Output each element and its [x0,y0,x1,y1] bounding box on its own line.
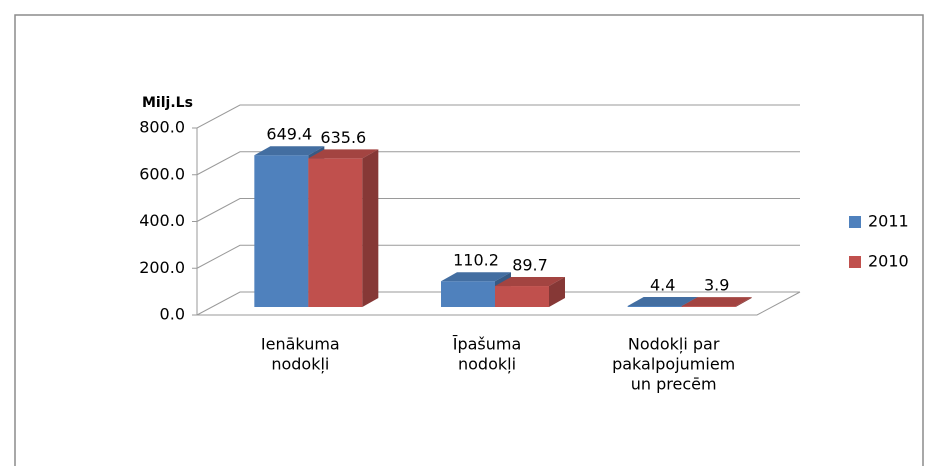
frame [14,14,924,466]
bar [681,297,752,307]
bar-front [254,155,309,307]
y-tick-label: 400.0 [139,211,185,230]
bar-top [254,146,325,156]
bar-front [627,305,682,307]
bar-front [308,158,363,307]
data-label: 3.9 [704,276,729,295]
grid-line [196,198,800,222]
bar-front [495,286,549,307]
y-axis-label: Milj.Ls [142,95,193,111]
data-label: 649.4 [266,125,312,144]
data-label: 635.6 [320,128,366,147]
bar-side [362,149,379,307]
legend-swatch [849,256,861,268]
bar-front [681,306,736,307]
bar-top [681,297,752,307]
bar-side [549,277,565,307]
bar [495,277,565,307]
x-tick-label: Īpašuma [453,335,522,354]
bar-top [308,149,379,159]
grid-line [196,244,800,269]
data-label: 89.7 [512,256,548,275]
bar-top [627,296,698,306]
bar-side [735,297,752,307]
legend-label: 2011 [868,212,909,231]
bar-front [441,281,495,307]
bar-top [495,277,565,287]
data-label: 110.2 [453,251,499,270]
x-tick-label: pakalpojumiem [612,355,735,374]
data-label: 4.4 [650,275,675,294]
y-tick-label: 600.0 [139,164,185,183]
x-tick-label: un precēm [631,375,717,394]
x-tick-label: nodokļi [271,355,329,374]
floor [197,291,801,316]
grid-line [196,151,800,176]
grid-line [196,291,800,316]
legend-label: 2010 [868,252,909,271]
bar-top [441,272,511,282]
grid-line [196,104,800,129]
y-tick-label: 200.0 [139,258,185,277]
bar [308,149,379,307]
x-tick-label: Ienākuma [261,335,340,354]
legend-swatch [849,216,861,228]
y-tick-label: 0.0 [160,305,185,324]
x-tick-label: Nodokļi par [628,335,720,354]
y-tick-label: 800.0 [139,118,185,137]
x-tick-label: nodokļi [458,355,516,374]
